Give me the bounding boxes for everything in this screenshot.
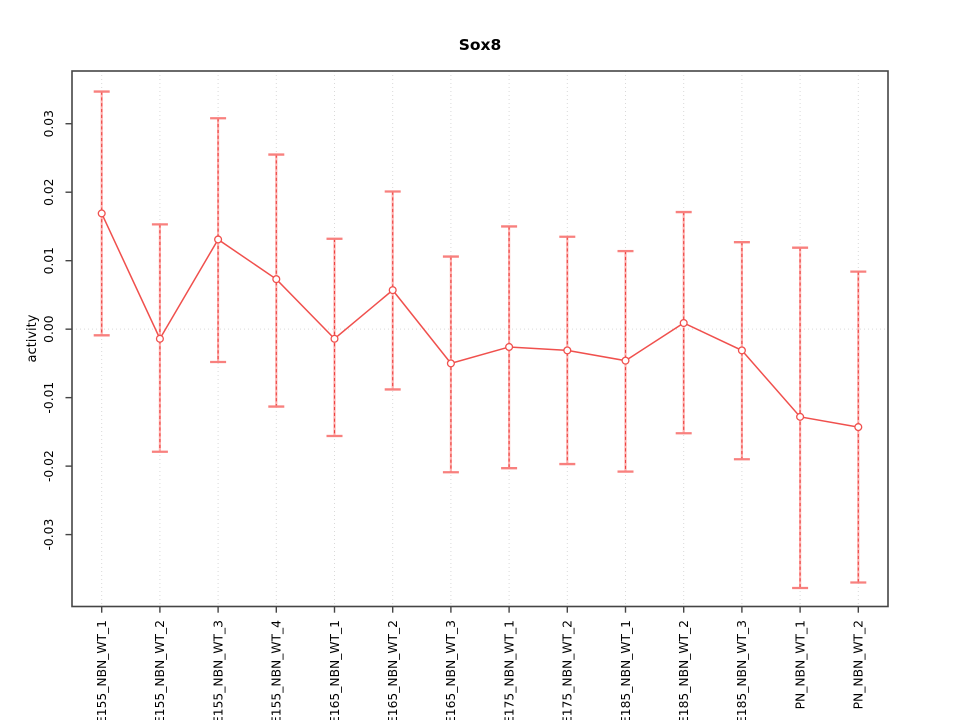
y-tick-label: -0.03 — [42, 519, 56, 551]
data-point-marker — [563, 346, 572, 355]
data-point-marker — [214, 235, 223, 244]
y-tick-label: 0.03 — [42, 110, 56, 137]
x-tick-label: E165_NBN_WT_1 — [328, 620, 342, 720]
x-tick-label: PN_NBN_WT_2 — [852, 620, 866, 709]
x-tick-label: E155_NBN_WT_3 — [211, 620, 225, 720]
y-tick-label: 0.00 — [42, 315, 56, 342]
x-tick-label: E165_NBN_WT_2 — [386, 620, 400, 720]
x-tick-label: E175_NBN_WT_2 — [561, 620, 575, 720]
x-tick-label: E185_NBN_WT_3 — [735, 620, 749, 720]
y-tick-label: 0.02 — [42, 179, 56, 206]
y-tick-label: 0.01 — [42, 247, 56, 274]
data-point-marker — [272, 275, 281, 284]
x-tick-label: PN_NBN_WT_1 — [793, 620, 807, 709]
x-tick-label: E185_NBN_WT_1 — [619, 620, 633, 720]
x-tick-label: E185_NBN_WT_2 — [677, 620, 691, 720]
data-point-marker — [446, 359, 455, 368]
y-tick-label: -0.01 — [42, 382, 56, 414]
data-point-marker — [621, 356, 630, 365]
data-point-marker — [796, 412, 805, 421]
data-point-marker — [388, 286, 397, 295]
data-point-marker — [505, 342, 514, 352]
data-point-marker — [737, 346, 746, 355]
data-point-marker — [97, 209, 106, 218]
data-point-marker — [330, 334, 339, 343]
x-tick-label: E165_NBN_WT_3 — [444, 620, 458, 720]
x-tick-label: E155_NBN_WT_4 — [270, 620, 284, 720]
series-line — [101, 213, 859, 428]
chart-title: Sox8 — [459, 36, 502, 54]
x-tick-label: E155_NBN_WT_2 — [153, 620, 167, 720]
plot-frame — [71, 70, 889, 608]
y-axis-title: activity — [25, 314, 40, 362]
data-point-marker — [679, 318, 688, 328]
x-tick-label: E175_NBN_WT_1 — [502, 620, 516, 720]
y-tick-label: -0.02 — [42, 450, 56, 482]
x-tick-label: E155_NBN_WT_1 — [95, 620, 109, 720]
data-point-marker — [155, 334, 164, 343]
data-point-marker — [854, 423, 863, 432]
